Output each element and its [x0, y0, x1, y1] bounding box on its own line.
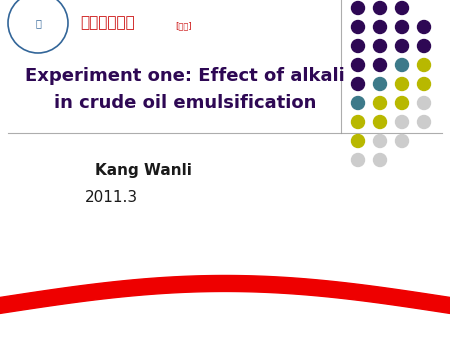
Circle shape [351, 135, 364, 147]
Circle shape [396, 1, 409, 15]
Circle shape [351, 21, 364, 33]
Circle shape [351, 77, 364, 91]
Circle shape [374, 40, 387, 52]
Circle shape [418, 40, 431, 52]
Text: 2011.3: 2011.3 [85, 191, 138, 206]
Circle shape [396, 116, 409, 128]
Text: Experiment one: Effect of alkali: Experiment one: Effect of alkali [25, 67, 345, 85]
Circle shape [374, 1, 387, 15]
Circle shape [418, 21, 431, 33]
Circle shape [374, 97, 387, 110]
Circle shape [396, 77, 409, 91]
Circle shape [374, 153, 387, 167]
Circle shape [351, 153, 364, 167]
Circle shape [351, 97, 364, 110]
Text: in crude oil emulsification: in crude oil emulsification [54, 94, 316, 112]
Circle shape [396, 40, 409, 52]
Circle shape [374, 77, 387, 91]
Circle shape [374, 58, 387, 72]
Circle shape [396, 97, 409, 110]
Circle shape [351, 1, 364, 15]
Circle shape [374, 21, 387, 33]
Circle shape [418, 116, 431, 128]
Circle shape [374, 116, 387, 128]
Circle shape [418, 58, 431, 72]
Circle shape [351, 40, 364, 52]
Text: 中国石油大学: 中国石油大学 [80, 16, 135, 30]
Circle shape [351, 116, 364, 128]
Circle shape [396, 58, 409, 72]
Circle shape [418, 77, 431, 91]
Text: Kang Wanli: Kang Wanli [95, 163, 192, 177]
Text: [华东]: [华东] [175, 22, 192, 30]
Text: 校: 校 [35, 18, 41, 28]
Circle shape [418, 97, 431, 110]
Circle shape [396, 135, 409, 147]
Circle shape [374, 135, 387, 147]
Circle shape [351, 58, 364, 72]
Circle shape [396, 21, 409, 33]
